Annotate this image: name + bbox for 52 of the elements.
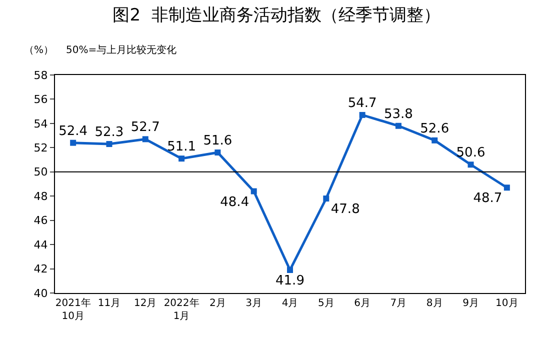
data-label: 54.7 [348,96,377,111]
x-tick-label: 5月 [318,298,334,309]
data-label: 52.6 [420,121,450,136]
point [142,136,148,142]
y-tick-label: 40 [34,286,48,300]
data-label: 52.4 [58,124,88,139]
data-label: 52.7 [130,120,160,136]
point [504,184,510,191]
chart-title: 图2 非制造业商务活动指数（经季节调整） [112,5,440,26]
x-tick-label: 11月 [98,298,121,309]
data-label: 51.1 [167,140,196,155]
point [432,137,438,144]
data-label: 47.8 [330,202,360,218]
point [395,122,402,129]
point [468,162,474,168]
point [323,196,330,202]
y-tick-label: 52 [34,142,48,155]
x-tick-label: 2021年 10月 [55,297,91,322]
text: 50%=与上月比较无变化 [66,44,177,56]
data-label: 50.6 [456,146,486,161]
x-tick-label: 4月 [282,298,298,309]
data-label: 51.6 [203,134,232,149]
point [250,188,257,194]
x-tick-label: 12月 [134,298,157,309]
point [178,156,185,162]
y-tick-label: 48 [34,190,48,203]
data-label: 48.7 [473,191,502,206]
data-label: 52.3 [94,125,124,140]
data-label: 41.9 [276,273,304,288]
point [287,266,293,273]
x-tick-label: 10月 [496,298,518,309]
x-tick-label: 7月 [390,298,407,309]
data-label: 48.4 [220,194,250,210]
y-tick-label: 58 [34,68,48,82]
x-tick-label: 9月 [462,298,479,309]
y-tick-label: 50 [34,166,48,179]
x-tick-label: 2月 [210,298,226,309]
point [70,140,76,146]
y-tick-label: 42 [34,262,48,276]
y-tick-label: 46 [34,214,48,228]
y-tick-label: 44 [34,238,48,252]
y-tick-label: 54 [34,117,48,130]
x-tick-label: 2022年 1月 [164,297,200,322]
text: （%） [24,45,54,56]
point [214,150,221,156]
x-tick-label: 8月 [426,298,443,309]
x-tick-label: 6月 [354,298,370,309]
x-tick-label: 3月 [246,298,262,309]
point [106,141,112,148]
data-label: 53.8 [384,106,413,122]
point [359,112,366,118]
y-tick-label: 56 [34,93,48,106]
